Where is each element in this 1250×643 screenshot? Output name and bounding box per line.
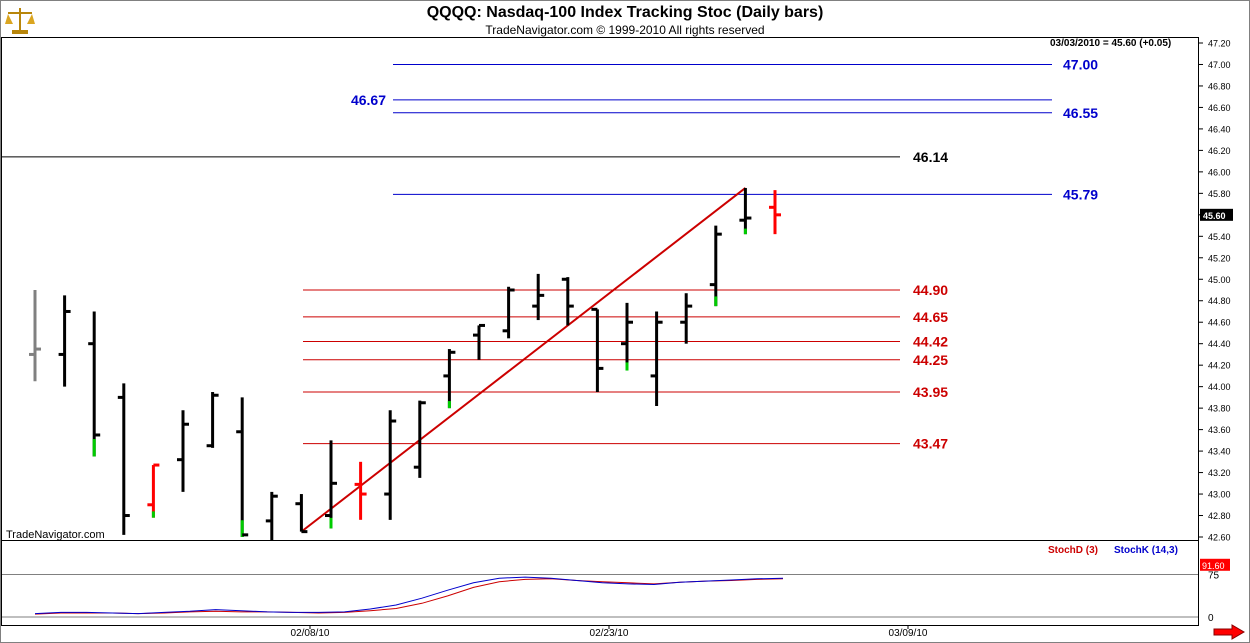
fib-label: 44.90 xyxy=(913,282,948,298)
ohlc-bar xyxy=(739,187,752,235)
price-tick-label: 44.40 xyxy=(1208,339,1231,349)
fib-label: 43.47 xyxy=(913,436,948,452)
stoch-tick-label: 0 xyxy=(1208,613,1214,624)
ohlc-bar xyxy=(561,277,574,326)
price-tick-label: 44.80 xyxy=(1208,296,1231,306)
chart-title: QQQQ: Nasdaq-100 Index Tracking Stoc (Da… xyxy=(426,4,824,21)
fib-label: 46.55 xyxy=(1063,105,1098,121)
fib-label: 46.67 xyxy=(351,92,386,108)
price-tick-label: 45.00 xyxy=(1208,275,1231,285)
price-tick-label: 43.40 xyxy=(1208,447,1231,457)
trendline-segment xyxy=(300,187,747,533)
price-tick-label: 44.20 xyxy=(1208,361,1231,371)
ohlc-bar xyxy=(591,307,604,393)
stoch-lines xyxy=(34,576,784,615)
ohlc-bar xyxy=(443,349,456,409)
price-tick-label: 42.80 xyxy=(1208,511,1231,521)
stoch-tick-label: 75 xyxy=(1208,570,1220,581)
price-tick-label: 46.40 xyxy=(1208,124,1231,134)
stochk-legend: StochK (14,3) xyxy=(1114,545,1178,556)
price-tick-label: 46.00 xyxy=(1208,167,1231,177)
stochd-legend: StochD (3) xyxy=(1048,545,1098,556)
x-tick-label: 02/08/10 xyxy=(291,628,330,639)
price-tick-label: 43.60 xyxy=(1208,425,1231,435)
x-tick-label: 02/23/10 xyxy=(590,628,629,639)
ohlc-bar xyxy=(147,463,160,518)
ohlc-bar xyxy=(769,190,781,235)
price-tick-label: 43.20 xyxy=(1208,468,1231,478)
ohlc-bar xyxy=(265,491,278,541)
ohlc-bar xyxy=(650,311,663,406)
scale-logo-icon xyxy=(5,8,35,34)
price-tick-label: 43.00 xyxy=(1208,490,1231,500)
price-tick-label: 43.80 xyxy=(1208,404,1231,414)
ohlc-bar xyxy=(117,383,130,535)
fib-label: 46.14 xyxy=(913,149,948,165)
stoch-value-box xyxy=(1200,558,1230,571)
last-price-label: 45.60 xyxy=(1203,211,1226,221)
last-price-box xyxy=(1200,208,1233,221)
fib-label: 43.95 xyxy=(913,384,948,400)
x-axis: 02/08/10 02/23/10 03/09/10 xyxy=(291,625,928,639)
fib-label: 44.25 xyxy=(913,352,948,368)
ohlc-bar xyxy=(532,273,545,321)
price-panel xyxy=(1,37,1199,541)
price-tick-label: 45.20 xyxy=(1208,253,1231,263)
stochk-line xyxy=(34,576,784,615)
trendline xyxy=(300,187,747,533)
fib-lines: 47.00 46.67 46.55 46.14 45.79 44.90 44.65 44.42… xyxy=(1,56,1098,452)
ohlc-bar xyxy=(325,440,337,529)
ohlc-bar xyxy=(413,400,426,478)
x-tick-label: 03/09/10 xyxy=(889,628,928,639)
fib-label: 45.79 xyxy=(1063,186,1098,202)
price-tick-label: 46.80 xyxy=(1208,81,1231,91)
ohlc-bar xyxy=(58,295,71,387)
ohlc-bar xyxy=(621,302,633,371)
price-tick-label: 44.00 xyxy=(1208,382,1231,392)
watermark: TradeNavigator.com xyxy=(6,529,105,541)
stoch-value-label: 91.60 xyxy=(1202,561,1225,571)
price-tick-label: 47.20 xyxy=(1208,39,1231,49)
stoch-legend: StochD (3) StochK (14,3) xyxy=(1048,545,1178,556)
price-tick-label: 47.00 xyxy=(1208,60,1231,70)
ohlc-bar xyxy=(709,225,722,307)
fib-label: 44.42 xyxy=(913,334,948,350)
price-tick-label: 45.40 xyxy=(1208,232,1231,242)
price-tick-label: 46.20 xyxy=(1208,146,1231,156)
ohlc-bar xyxy=(502,286,515,339)
price-tick-label: 42.60 xyxy=(1208,533,1231,543)
price-tick-label: 45.80 xyxy=(1208,189,1231,199)
ohlc-bar xyxy=(354,461,367,520)
price-readout: 03/03/2010 = 45.60 (+0.05) xyxy=(1050,38,1172,49)
ohlc-bar xyxy=(295,494,308,534)
stoch-axis: 75 0 91.60 xyxy=(1,558,1230,624)
fib-label: 47.00 xyxy=(1063,56,1098,72)
copyright-text: TradeNavigator.com © 1999-2010 All right… xyxy=(485,23,765,37)
fib-label: 44.65 xyxy=(913,309,948,325)
ohlc-bar xyxy=(384,410,397,520)
right-arrow-icon[interactable] xyxy=(1212,624,1246,640)
price-tick-label: 46.60 xyxy=(1208,103,1231,113)
ohlc-bar xyxy=(29,290,41,382)
price-bars xyxy=(29,187,781,541)
ohlc-bar xyxy=(206,392,219,448)
price-axis: 47.20 47.00 46.80 46.60 46.40 46.20 46.00 45.80… xyxy=(1198,39,1233,543)
ohlc-bar xyxy=(177,410,189,492)
price-tick-label: 44.60 xyxy=(1208,318,1231,328)
ohlc-bar xyxy=(680,293,693,344)
ohlc-bar xyxy=(88,311,101,457)
ohlc-bar xyxy=(236,397,249,537)
ohlc-bar xyxy=(473,323,485,360)
